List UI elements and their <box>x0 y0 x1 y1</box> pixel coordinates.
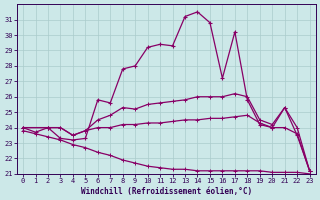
X-axis label: Windchill (Refroidissement éolien,°C): Windchill (Refroidissement éolien,°C) <box>81 187 252 196</box>
